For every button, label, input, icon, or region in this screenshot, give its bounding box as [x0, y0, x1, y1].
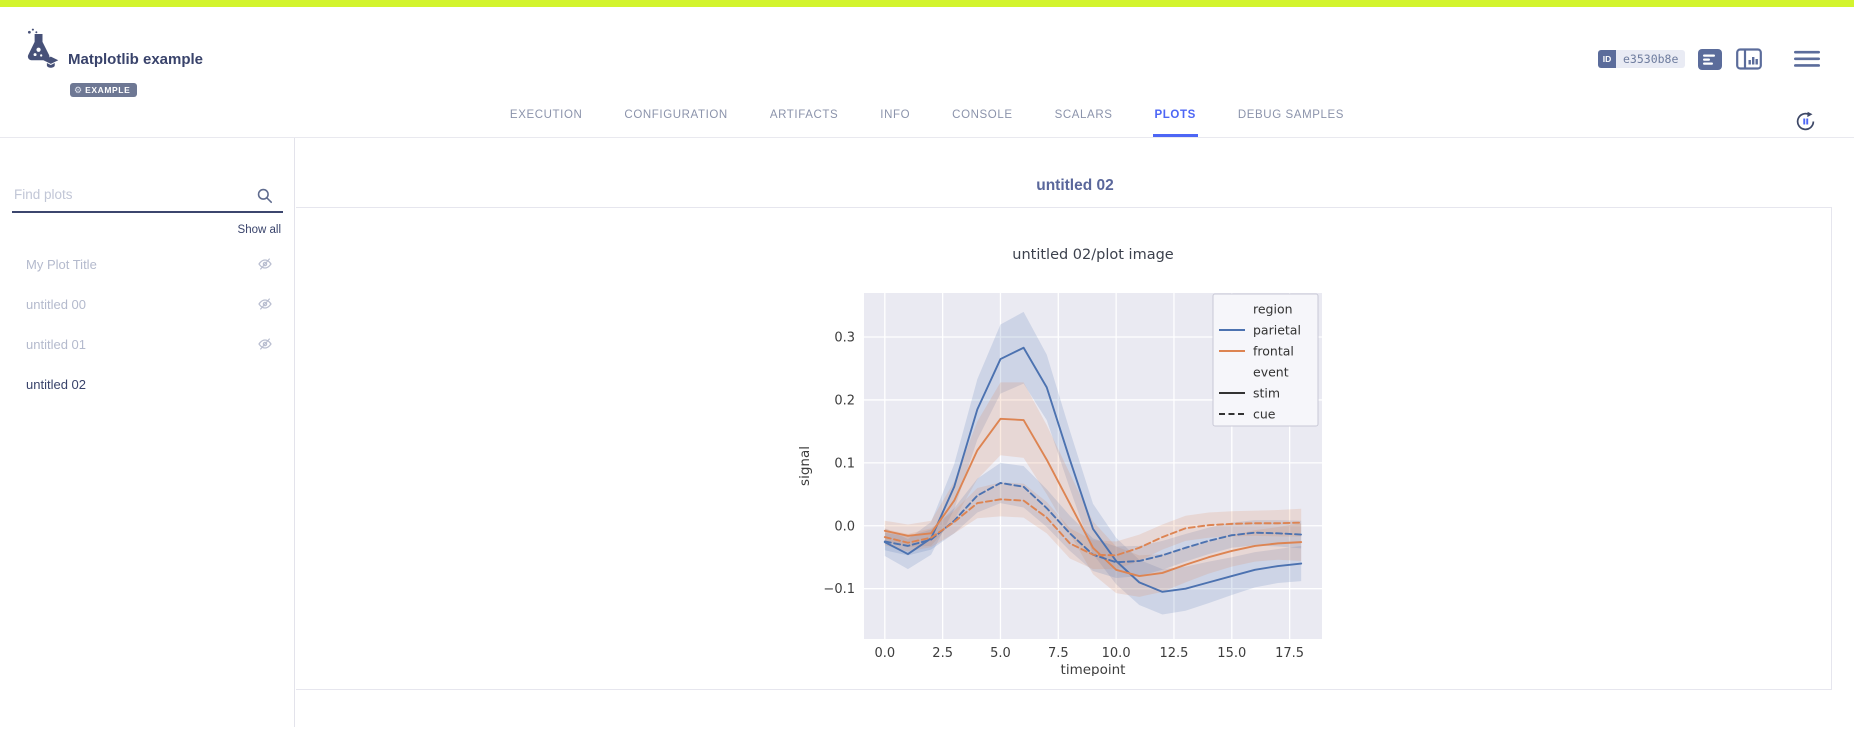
svg-text:10.0: 10.0: [1102, 646, 1131, 661]
svg-text:5.0: 5.0: [990, 646, 1011, 661]
svg-text:timepoint: timepoint: [1061, 662, 1126, 676]
side-panel-chart-icon: [1736, 48, 1762, 70]
show-all-link[interactable]: Show all: [237, 224, 281, 236]
plot-item-label: untitled 00: [26, 296, 86, 312]
search-input[interactable]: [12, 180, 251, 208]
plot-figure[interactable]: 0.0 2.5 5.0 7.5 10.0 12.5 15.0 17.5 −0.1 0.0 0.1 0.…: [795, 231, 1355, 676]
svg-text:2.5: 2.5: [932, 646, 953, 661]
tab-debug-samples[interactable]: DEBUG SAMPLES: [1237, 109, 1345, 121]
plot-item-label: My Plot Title: [26, 256, 97, 272]
hamburger-menu-icon: [1794, 50, 1820, 67]
plots-sidebar: Show all My Plot Title untitled 00 untitle…: [0, 138, 295, 727]
id-label: ID: [1598, 50, 1616, 68]
tab-scalars[interactable]: SCALARS: [1054, 109, 1113, 121]
experiment-id-chip[interactable]: ID e3530b8e: [1598, 50, 1686, 68]
svg-text:cue: cue: [1253, 407, 1276, 422]
plot-panel: untitled 02/plot image 0.0 2.5 5.0 7.5 10.0 1…: [296, 207, 1832, 690]
gear-icon: ⚙: [74, 84, 83, 95]
plot-list-item[interactable]: untitled 02: [0, 364, 293, 404]
plot-list: My Plot Title untitled 00 untitled 01 untit…: [0, 244, 293, 404]
svg-text:0.1: 0.1: [834, 456, 855, 471]
eye-off-icon[interactable]: [257, 336, 273, 352]
svg-text:−0.1: −0.1: [823, 582, 855, 597]
auto-refresh-pause-icon: [1796, 111, 1814, 131]
details-button[interactable]: [1697, 48, 1723, 70]
tab-plots[interactable]: PLOTS: [1152, 103, 1198, 137]
search-underline: [12, 211, 283, 213]
plot-list-item[interactable]: My Plot Title: [0, 244, 293, 284]
tab-info[interactable]: INFO: [880, 109, 911, 121]
eye-off-icon[interactable]: [257, 256, 273, 272]
svg-text:signal: signal: [797, 446, 813, 486]
menu-button[interactable]: [1794, 48, 1820, 70]
info-panel-toggle-button[interactable]: [1736, 48, 1762, 70]
svg-text:frontal: frontal: [1253, 344, 1294, 359]
plot-item-label: untitled 01: [26, 336, 86, 352]
plot-item-label: untitled 02: [26, 376, 86, 392]
svg-text:0.2: 0.2: [834, 393, 855, 408]
tab-execution[interactable]: EXECUTION: [509, 109, 583, 121]
svg-text:17.5: 17.5: [1275, 646, 1304, 661]
auto-refresh-button[interactable]: [1793, 110, 1817, 134]
id-value: e3530b8e: [1616, 50, 1686, 68]
details-lines-icon: [1698, 48, 1722, 70]
svg-text:12.5: 12.5: [1159, 646, 1188, 661]
svg-text:stim: stim: [1253, 386, 1280, 401]
svg-text:event: event: [1253, 365, 1289, 380]
experiment-title: Matplotlib example: [68, 51, 204, 68]
svg-text:0.3: 0.3: [834, 331, 855, 346]
section-title: untitled 02: [1036, 176, 1114, 194]
figure-title: untitled 02/plot image: [1012, 247, 1174, 263]
search-icon[interactable]: [255, 186, 274, 210]
tab-configuration[interactable]: CONFIGURATION: [624, 109, 728, 121]
svg-text:7.5: 7.5: [1048, 646, 1069, 661]
svg-text:0.0: 0.0: [834, 519, 855, 534]
svg-text:region: region: [1253, 302, 1293, 317]
svg-text:0.0: 0.0: [874, 646, 895, 661]
header: Matplotlib example ⚙ EXAMPLE ID e3530b8e: [0, 7, 1854, 138]
example-badge: ⚙ EXAMPLE: [70, 83, 138, 97]
plot-list-item[interactable]: untitled 01: [0, 324, 293, 364]
status-bar: [0, 0, 1854, 7]
example-badge-label: EXAMPLE: [85, 85, 131, 95]
tab-console[interactable]: CONSOLE: [952, 109, 1013, 121]
eye-off-icon[interactable]: [257, 296, 273, 312]
experiment-flask-icon: [27, 28, 59, 68]
svg-text:parietal: parietal: [1253, 323, 1301, 338]
plot-list-item[interactable]: untitled 00: [0, 284, 293, 324]
tab-artifacts[interactable]: ARTIFACTS: [769, 109, 839, 121]
svg-text:15.0: 15.0: [1217, 646, 1246, 661]
tab-bar: EXECUTION CONFIGURATION ARTIFACTS INFO CONSO…: [0, 103, 1854, 137]
